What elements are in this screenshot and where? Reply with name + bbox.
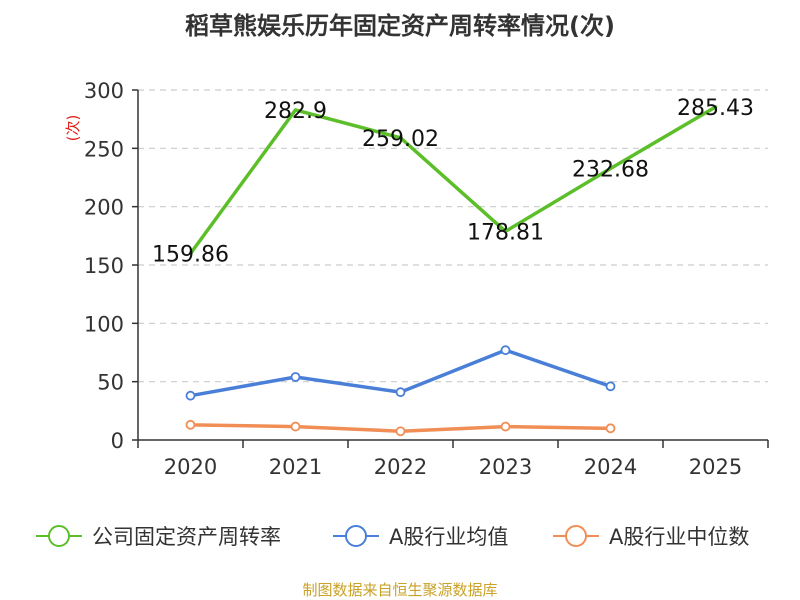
x-tick-label: 2024 <box>584 455 637 479</box>
data-labels: 159.86 282.9 259.02 178.81 232.68 285.43 <box>152 96 754 267</box>
legend-marker <box>345 525 367 547</box>
legend-label: A股行业均值 <box>389 525 508 549</box>
y-tick-label: 0 <box>111 429 124 453</box>
data-point <box>185 390 196 401</box>
legend-label: A股行业中位数 <box>609 525 749 549</box>
data-point <box>500 421 511 432</box>
legend: 公司固定资产周转率 A股行业均值 A股行业中位数 <box>36 525 749 549</box>
grid-lines <box>138 89 768 383</box>
y-tick-label: 300 <box>84 79 124 103</box>
y-tick-label: 200 <box>84 196 124 220</box>
x-tick-label: 2023 <box>479 455 532 479</box>
data-point <box>605 381 616 392</box>
data-label: 282.9 <box>264 99 327 124</box>
y-tick-label: 50 <box>97 371 124 395</box>
series-lines <box>185 105 718 437</box>
data-label: 159.86 <box>152 242 229 267</box>
legend-marker <box>48 525 70 547</box>
x-tick-label: 2021 <box>269 455 322 479</box>
data-label: 178.81 <box>467 220 544 245</box>
data-point <box>290 421 301 432</box>
x-tick-label: 2020 <box>164 455 217 479</box>
legend-marker <box>565 525 587 547</box>
chart-title: 稻草熊娱乐历年固定资产周转率情况(次) <box>185 12 615 40</box>
data-label: 285.43 <box>677 96 754 121</box>
x-tick-label: 2025 <box>689 455 742 479</box>
y-tick-label: 100 <box>84 312 124 336</box>
axes: 0 50 100 150 200 250 300 2020 2021 2022 2023 2024 20… <box>84 79 769 479</box>
data-point <box>395 387 406 398</box>
data-point <box>185 419 196 430</box>
data-label: 259.02 <box>362 127 439 152</box>
data-point <box>290 372 301 382</box>
data-label: 232.68 <box>572 158 649 183</box>
y-tick-label: 150 <box>84 254 124 278</box>
source-note: 制图数据来自恒生聚源数据库 <box>302 581 497 599</box>
data-point <box>605 423 616 434</box>
data-point <box>500 345 511 356</box>
legend-label: 公司固定资产周转率 <box>92 525 281 549</box>
y-axis-label: (次) <box>64 115 82 142</box>
y-tick-label: 250 <box>84 137 124 161</box>
data-point <box>395 426 406 437</box>
series-line-0 <box>188 105 718 256</box>
x-tick-label: 2022 <box>374 455 427 479</box>
